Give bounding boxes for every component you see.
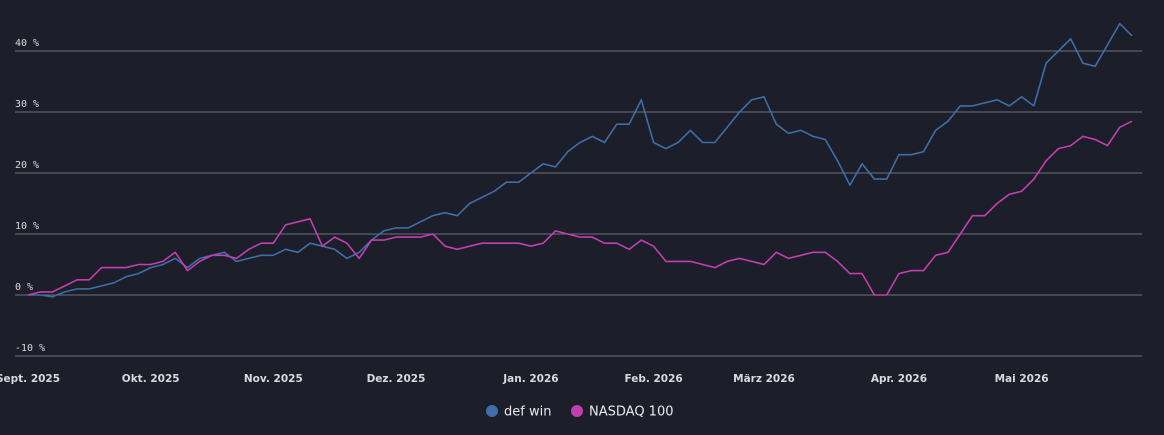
- x-tick-label: März 2026: [733, 373, 795, 385]
- y-tick-label: 30 %: [15, 99, 39, 110]
- legend-marker: [571, 405, 583, 417]
- x-tick-label: Okt. 2025: [122, 373, 180, 385]
- x-tick-label: Jan. 2026: [502, 373, 558, 385]
- y-tick-label: 20 %: [15, 160, 39, 171]
- x-tick-label: Apr. 2026: [871, 373, 927, 385]
- x-tick-label: Nov. 2025: [244, 373, 303, 385]
- legend-label: NASDAQ 100: [589, 405, 674, 420]
- y-tick-label: 0 %: [15, 282, 33, 293]
- legend-marker: [486, 405, 498, 417]
- series-line: [28, 22, 1133, 298]
- y-tick-label: -10 %: [15, 343, 45, 354]
- y-tick-label: 10 %: [15, 221, 39, 232]
- x-tick-label: Dez. 2025: [367, 373, 426, 385]
- x-tick-label: Feb. 2026: [624, 373, 682, 385]
- series-line: [27, 120, 1133, 296]
- y-tick-label: 40 %: [15, 38, 39, 49]
- legend-label: def win: [504, 405, 551, 420]
- x-tick-label: Sept. 2025: [0, 373, 60, 385]
- x-tick-label: Mai 2026: [995, 373, 1049, 385]
